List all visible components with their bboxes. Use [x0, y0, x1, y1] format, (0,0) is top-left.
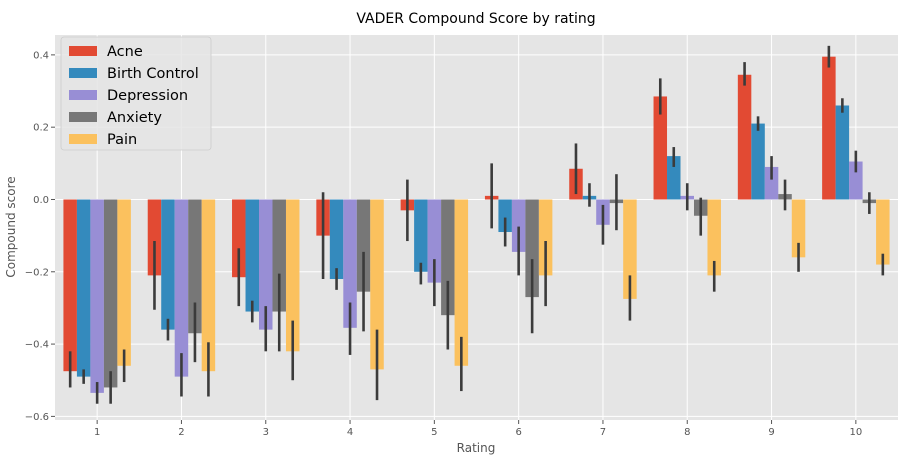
bar [356, 199, 371, 292]
bar [454, 199, 469, 366]
y-tick-label: −0.4 [25, 340, 49, 351]
bar [76, 199, 91, 377]
legend-label: Depression [107, 88, 188, 104]
legend-swatch [69, 134, 97, 144]
bar [272, 199, 286, 312]
x-axis-ticks: 1 2 3 4 5 6 7 8 9 10 [94, 420, 862, 438]
bar [161, 199, 175, 330]
bar [329, 199, 344, 280]
bar [751, 123, 765, 200]
x-tick-label: 9 [768, 427, 774, 438]
bar [737, 74, 752, 200]
bar [63, 199, 77, 372]
bar [653, 96, 668, 200]
bar [174, 199, 189, 377]
bar [245, 199, 260, 312]
bar [511, 199, 526, 252]
bar [427, 199, 442, 283]
bar [343, 199, 357, 328]
bar [849, 161, 863, 200]
bar [876, 199, 890, 265]
bar [232, 199, 246, 278]
x-axis-label: Rating [457, 441, 496, 455]
x-tick-label: 10 [849, 427, 862, 438]
legend-swatch [69, 112, 97, 122]
legend: Acne Birth Control Depression Anxiety Pain [60, 36, 212, 151]
x-tick-label: 6 [515, 427, 521, 438]
bar [498, 199, 512, 233]
bar [147, 199, 162, 276]
bar [117, 199, 131, 366]
bar [623, 199, 637, 299]
y-axis-label: Compound score [4, 176, 18, 277]
bar [707, 199, 721, 276]
x-tick-label: 3 [263, 427, 269, 438]
legend-swatch [69, 90, 97, 100]
y-tick-label: 0.2 [33, 123, 49, 134]
y-tick-label: 0.4 [33, 50, 49, 61]
error-bars [68, 45, 885, 404]
bar [538, 199, 553, 276]
bars [63, 56, 890, 393]
bar [822, 56, 836, 200]
x-tick-label: 8 [684, 427, 690, 438]
bar [414, 199, 428, 272]
legend-label: Anxiety [107, 110, 162, 126]
x-tick-label: 5 [431, 427, 437, 438]
y-tick-label: −0.6 [25, 412, 49, 423]
bar [259, 199, 273, 330]
x-tick-label: 7 [600, 427, 606, 438]
legend-swatch [69, 46, 97, 56]
legend-label: Pain [107, 132, 137, 148]
x-tick-label: 4 [347, 427, 353, 438]
x-tick-label: 1 [94, 427, 100, 438]
bar [525, 199, 539, 298]
bar [103, 199, 118, 388]
x-tick-label: 2 [178, 427, 184, 438]
bar [188, 199, 202, 334]
y-tick-label: 0.0 [33, 195, 49, 206]
bar [285, 199, 300, 352]
y-axis-ticks: −0.6 −0.4 −0.2 0.0 0.2 0.4 [25, 50, 55, 423]
bar [835, 105, 850, 200]
bar [441, 199, 455, 316]
bar [90, 199, 104, 393]
chart-title: VADER Compound Score by rating [356, 11, 595, 27]
legend-box [60, 36, 212, 151]
bar [667, 156, 681, 200]
legend-label: Acne [107, 44, 143, 60]
bar [370, 199, 384, 370]
bar [201, 199, 216, 372]
y-tick-label: −0.2 [25, 267, 49, 278]
legend-label: Birth Control [107, 66, 199, 82]
bar [764, 166, 779, 200]
legend-swatch [69, 68, 97, 78]
bar [791, 199, 806, 258]
